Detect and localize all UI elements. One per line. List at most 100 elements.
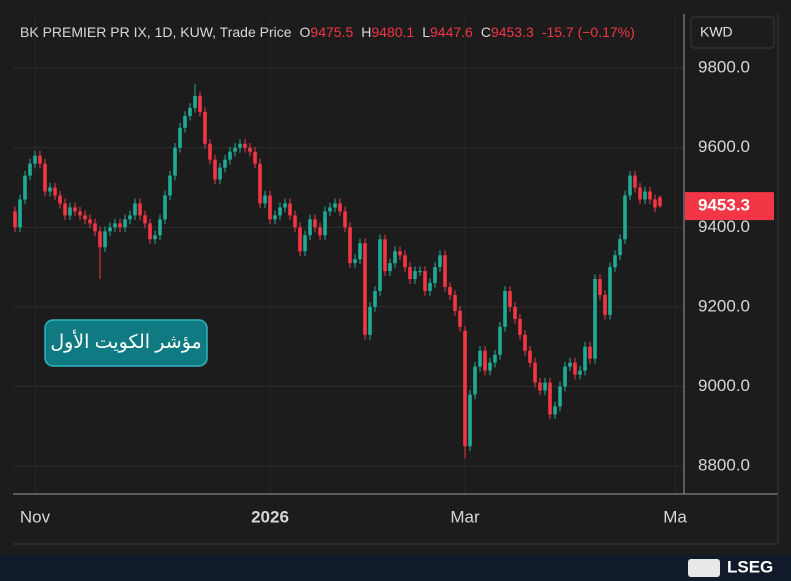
axes: 8800.0 9000.0 9200.0 9400.0 9600.0 9800.0 Nov 2… xyxy=(20,58,774,526)
candle-body xyxy=(33,155,37,164)
candle-body xyxy=(553,406,557,415)
candle-body xyxy=(128,215,132,220)
candle-body xyxy=(628,175,632,196)
candle-body xyxy=(98,231,102,248)
candle-body xyxy=(603,294,607,315)
candle-body xyxy=(438,255,442,268)
ohlc-value: 9480.1 xyxy=(371,24,414,40)
y-tick-label: 9600.0 xyxy=(698,137,750,156)
candle-body xyxy=(328,207,332,212)
candle-body xyxy=(548,382,552,415)
header: BK PREMIER PR IX, 1D, KUW, Trade Price O9… xyxy=(20,24,635,40)
candle-body xyxy=(393,251,397,264)
candle-body xyxy=(88,219,92,224)
candle-body xyxy=(323,211,327,236)
candle-body xyxy=(273,215,277,220)
footer xyxy=(0,555,791,581)
candle-body xyxy=(573,362,577,375)
candle-body xyxy=(418,271,422,273)
badge xyxy=(44,319,208,367)
candle-body xyxy=(493,354,497,363)
y-tick-label: 9400.0 xyxy=(698,217,750,236)
candle-body xyxy=(228,151,232,160)
title: BK PREMIER PR IX, 1D, KUW, Trade Price xyxy=(20,24,292,40)
candle-body xyxy=(543,382,547,391)
candle-body xyxy=(293,215,297,228)
candle-body xyxy=(643,191,647,200)
candle-body xyxy=(118,223,122,228)
candle-body xyxy=(648,191,652,200)
candle-body xyxy=(173,147,177,176)
candle-body xyxy=(223,159,227,168)
background xyxy=(0,0,791,555)
candle-body xyxy=(298,227,302,252)
candle-body xyxy=(343,211,347,228)
candle-body xyxy=(568,362,572,367)
candle-body xyxy=(303,235,307,252)
candle-body xyxy=(413,271,417,280)
candle-body xyxy=(233,147,237,152)
candle-body xyxy=(58,195,62,204)
candle-body xyxy=(388,263,392,272)
candle-body xyxy=(473,366,477,395)
candle-body xyxy=(13,211,17,228)
candle-body xyxy=(608,267,612,315)
candle-body xyxy=(248,147,252,152)
candle-body xyxy=(28,163,32,176)
candle-body xyxy=(638,187,642,200)
candle-body xyxy=(658,197,662,207)
candle-body xyxy=(53,187,57,196)
candle-body xyxy=(468,394,472,447)
candle-body xyxy=(503,291,507,327)
candle-body xyxy=(278,207,282,216)
candle-body xyxy=(63,203,67,216)
candles xyxy=(13,84,662,459)
candle-body xyxy=(103,231,107,248)
candle-body xyxy=(133,203,137,216)
candle-body xyxy=(453,294,457,311)
currency: KWD xyxy=(700,24,733,40)
candle-body xyxy=(533,362,537,383)
candle-body xyxy=(333,203,337,208)
candle-body xyxy=(633,175,637,188)
last-price: 9453.3 xyxy=(698,196,750,215)
candle-body xyxy=(108,227,112,232)
logo-icon xyxy=(688,559,720,577)
ohlc-value: 9453.3 xyxy=(491,24,534,40)
candle-body xyxy=(338,203,342,212)
candle-body xyxy=(598,279,602,295)
candle-body xyxy=(478,350,482,367)
y-tick-label: 9800.0 xyxy=(698,58,750,77)
candle-body xyxy=(538,382,542,391)
candle-body xyxy=(198,95,202,112)
candle-body xyxy=(368,306,372,335)
candle-body xyxy=(378,239,382,292)
candle-body xyxy=(93,223,97,232)
candle-body xyxy=(178,127,182,148)
candle-body xyxy=(68,207,72,216)
candle-body xyxy=(433,267,437,284)
candle-body xyxy=(258,163,262,204)
candle-body xyxy=(138,203,142,216)
candle-body xyxy=(458,310,462,327)
candle-body xyxy=(113,223,117,228)
candle-body xyxy=(588,346,592,359)
candle-body xyxy=(313,219,317,228)
candle-body xyxy=(488,362,492,371)
candle-body xyxy=(583,346,587,371)
candle-body xyxy=(373,291,377,307)
candle-body xyxy=(463,330,467,447)
candle-body xyxy=(618,239,622,256)
candle-body xyxy=(43,163,47,192)
ohlc-value: 9447.6 xyxy=(430,24,473,40)
ohlc-label: C xyxy=(481,24,491,40)
candle-body xyxy=(73,207,77,212)
candle-body xyxy=(558,386,562,407)
candle-body xyxy=(18,199,22,228)
candle-body xyxy=(578,370,582,375)
candle-body xyxy=(363,243,367,335)
candle-body xyxy=(83,215,87,220)
candle-body xyxy=(203,111,207,144)
candle-body xyxy=(358,243,362,260)
